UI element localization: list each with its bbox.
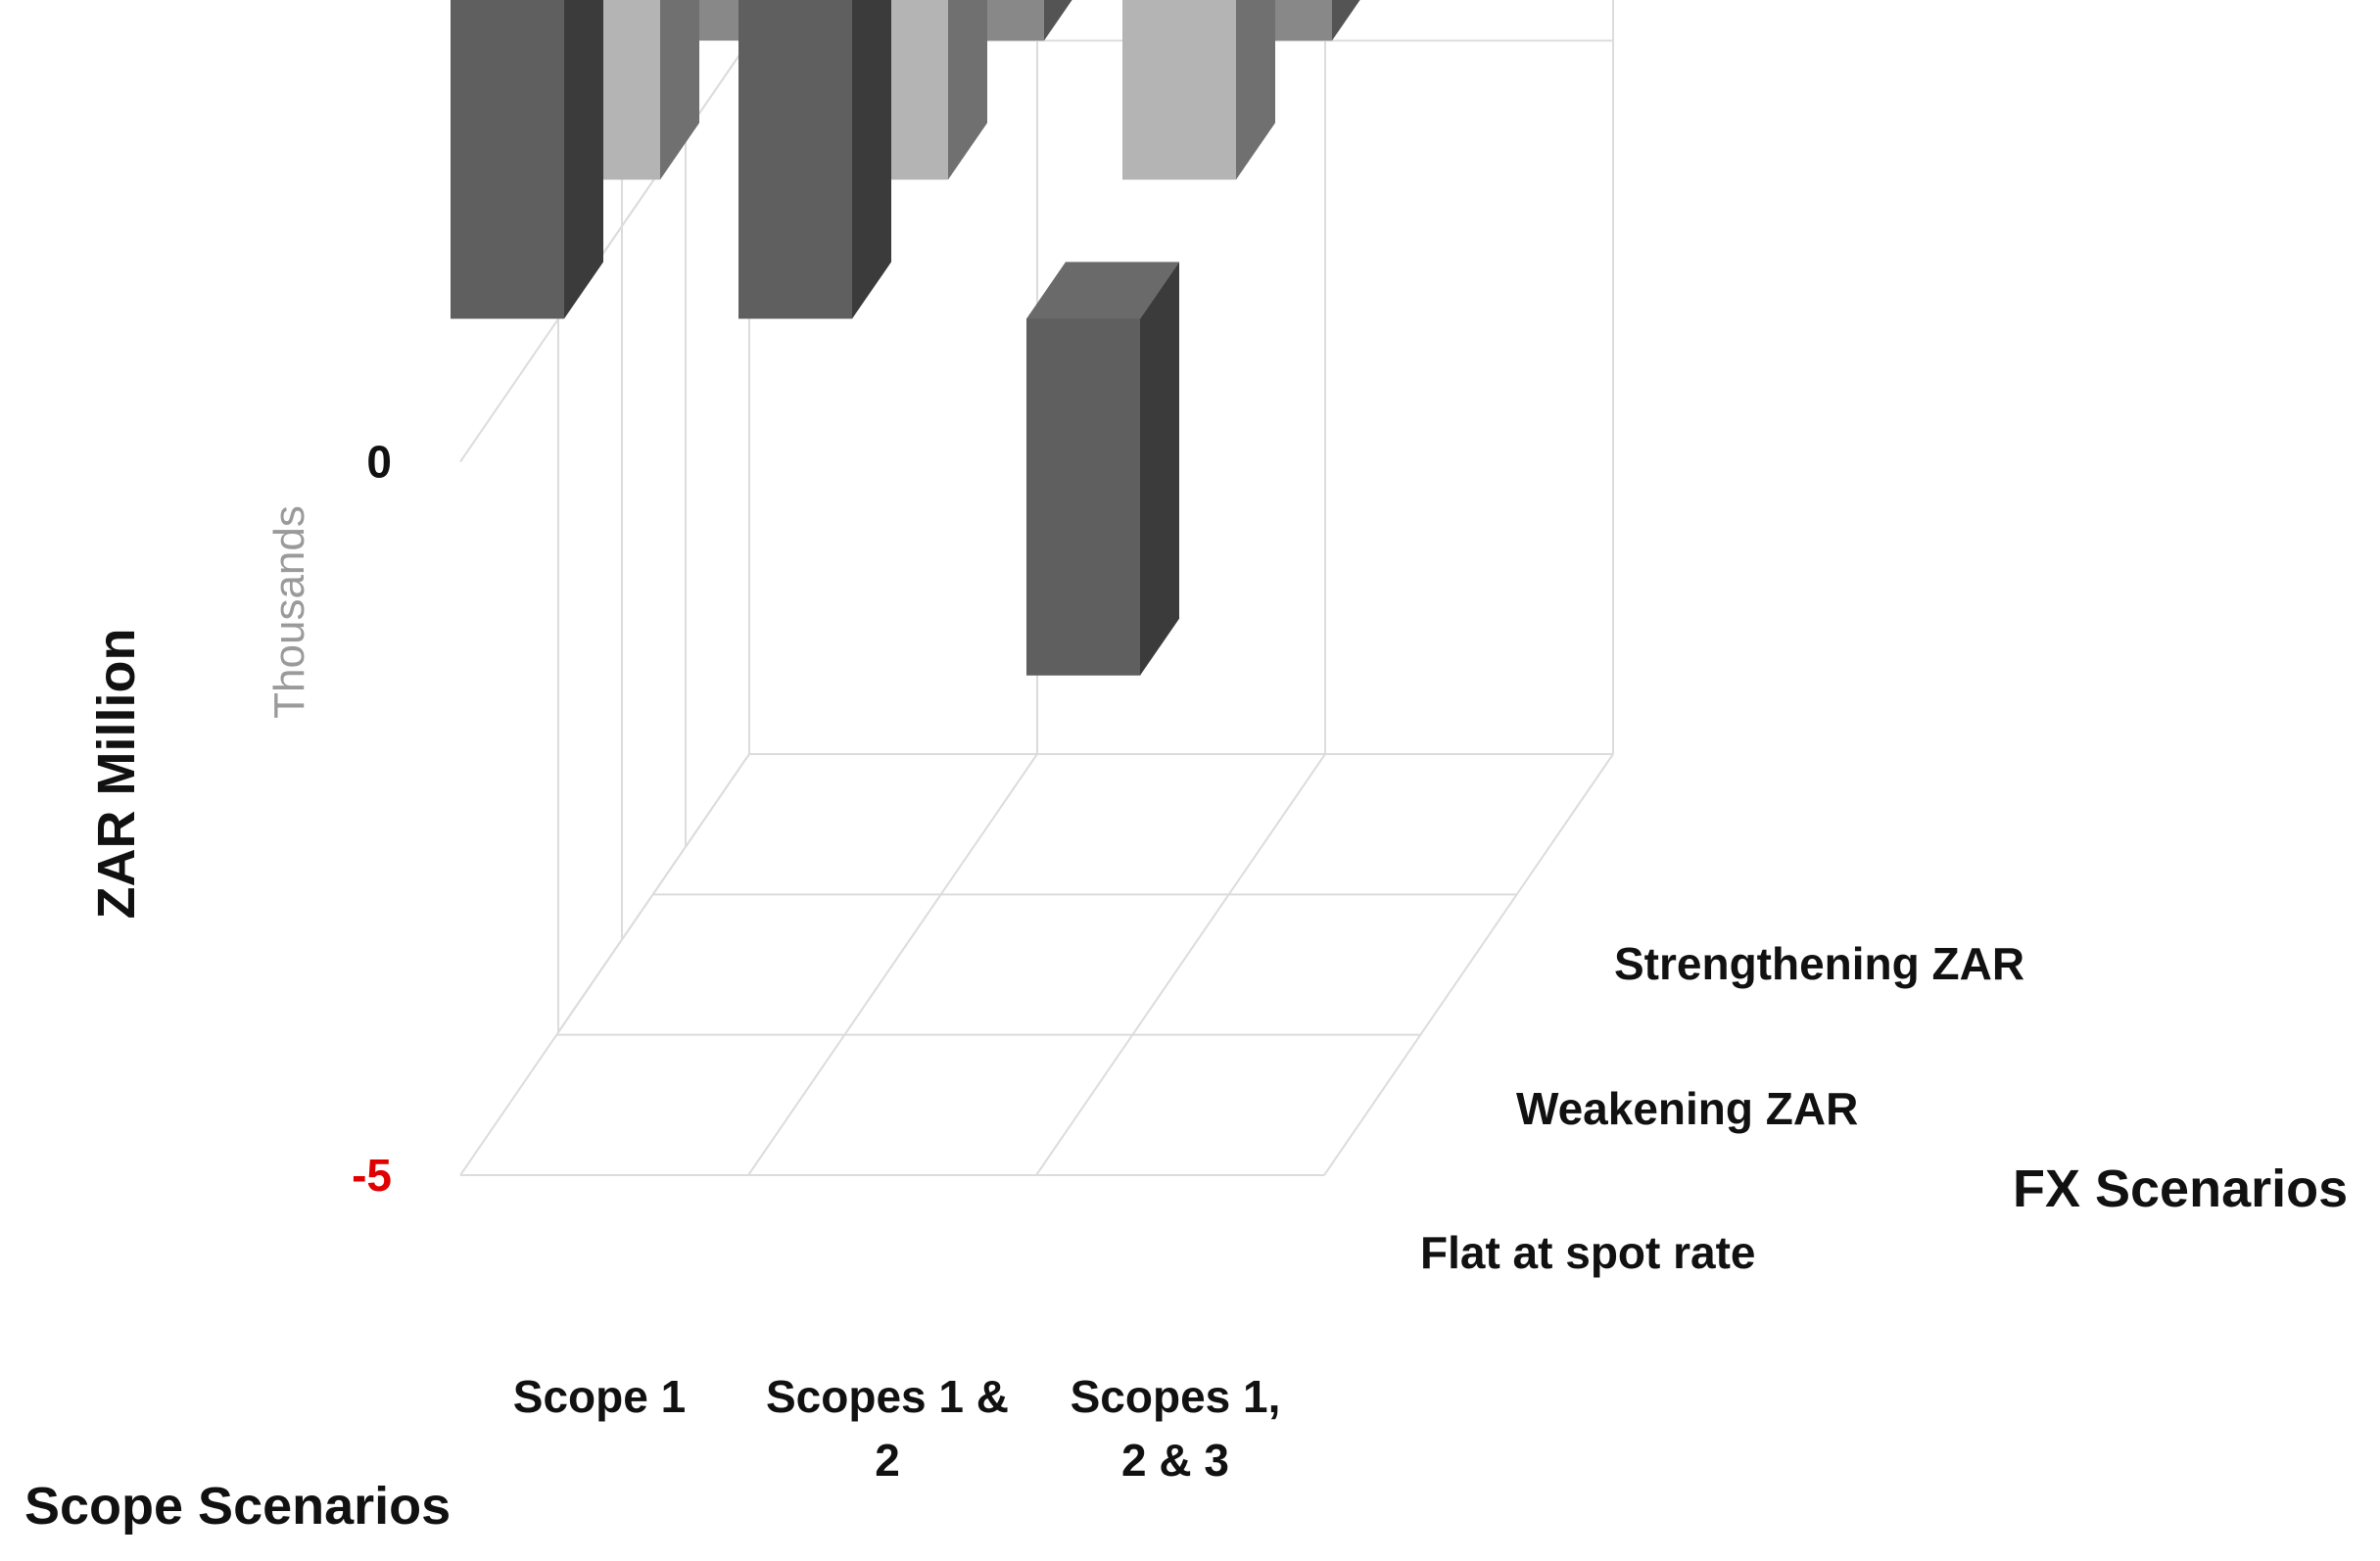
bar-side — [1140, 261, 1179, 676]
y-axis-title: ZAR Million — [87, 629, 146, 920]
bar — [451, 0, 603, 319]
bar-front — [451, 0, 564, 319]
y-tick-label: -5 — [352, 1150, 392, 1201]
series-label: Weakening ZAR — [1516, 1083, 1858, 1134]
series-label: Strengthening ZAR — [1614, 938, 2024, 989]
bar-side — [1236, 0, 1275, 180]
series-label: Flat at spot rate — [1420, 1227, 1756, 1278]
x-axis-title: Scope Scenarios — [24, 1477, 451, 1536]
x-category-label: Scopes 1, 2 & 3 — [1071, 1371, 1281, 1486]
bar-front — [1026, 318, 1140, 676]
depth-axis-series-labels: Flat at spot rate Weakening ZAR Strengthen… — [1420, 938, 2024, 1278]
gridline — [459, 753, 750, 1176]
x-category-label: Scope 1 — [513, 1371, 686, 1422]
bar — [1026, 261, 1179, 676]
gridline — [747, 753, 1038, 1176]
gridline — [1035, 753, 1326, 1176]
bar-side — [852, 0, 891, 319]
bar-side — [1044, 0, 1072, 41]
y-tick-label: 0 — [366, 437, 392, 488]
bar-front — [1122, 0, 1236, 180]
y-axis-ticks: -50510152025 — [352, 437, 392, 1202]
x-axis-categories: Scope 1 Scopes 1 & 2 Scopes 1, 2 & 3 — [513, 1371, 1281, 1486]
bar — [1122, 0, 1275, 180]
bar-side — [564, 0, 603, 319]
depth-axis-title: FX Scenarios — [2013, 1159, 2348, 1218]
bar-top — [1026, 261, 1179, 319]
bar-side — [660, 0, 699, 180]
bar-side — [1332, 0, 1360, 41]
bar-side — [948, 0, 987, 180]
x-category-label: Scopes 1 & 2 — [766, 1371, 1009, 1486]
bar — [738, 0, 891, 319]
gridline — [459, 39, 750, 463]
gridline — [557, 753, 1613, 1033]
gridline — [1323, 753, 1614, 1176]
bar-front — [738, 0, 852, 319]
chart-bars — [451, 0, 1360, 676]
y-units-label: Thousands — [265, 505, 313, 719]
